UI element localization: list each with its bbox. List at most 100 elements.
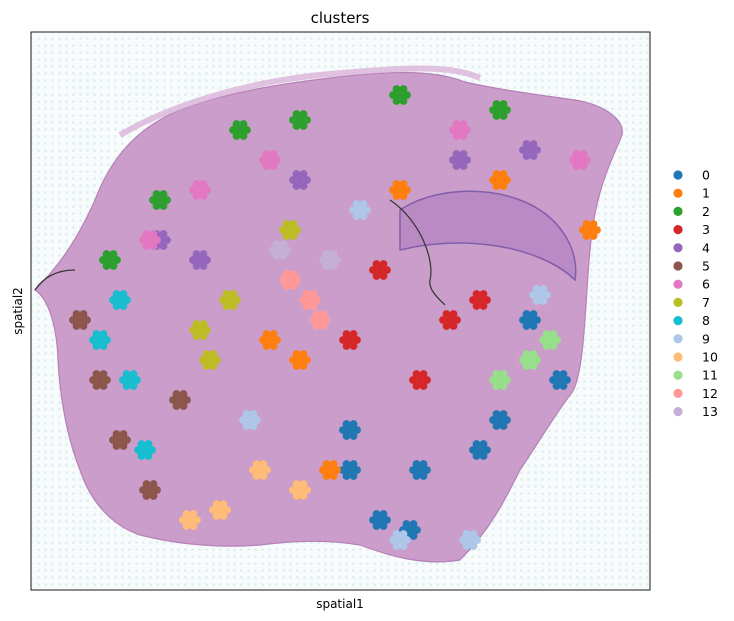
point-cluster-8-2-3: [122, 370, 131, 378]
legend-label-6: 6: [702, 277, 710, 292]
point-cluster-2-1-4: [239, 120, 248, 128]
point-cluster-9-0-1: [239, 416, 247, 424]
point-cluster-1-2-2: [593, 226, 601, 234]
point-cluster-0-8-6: [409, 532, 418, 540]
point-cluster-9-3-1: [389, 536, 397, 544]
point-cluster-0-0-6: [349, 432, 358, 440]
point-cluster-11-1-3: [492, 370, 501, 378]
point-cluster-8-0-1: [109, 296, 117, 304]
hippocampus-region: [399, 190, 577, 282]
point-cluster-1-3-0: [266, 336, 274, 344]
legend-label-13: 13: [702, 404, 718, 419]
point-cluster-6-3-3: [572, 150, 581, 158]
point-cluster-9-1-1: [529, 291, 537, 299]
point-cluster-6-1-1: [259, 156, 267, 164]
point-cluster-1-3-5: [262, 342, 271, 350]
point-cluster-2-1-6: [239, 132, 248, 140]
point-cluster-9-3-5: [392, 542, 401, 550]
point-cluster-1-4-0: [326, 466, 334, 474]
legend-label-8: 8: [702, 313, 710, 328]
point-cluster-4-0-2: [463, 156, 471, 164]
tissue-fold-line: [34, 269, 76, 291]
point-cluster-9-3-2: [403, 536, 411, 544]
point-cluster-2-1-1: [229, 126, 237, 134]
legend-marker-10: [673, 352, 683, 362]
point-cluster-2-0-0: [396, 91, 404, 99]
legend-label-10: 10: [702, 350, 718, 365]
point-cluster-2-4-1: [489, 106, 497, 114]
point-cluster-8-0-5: [112, 302, 121, 310]
point-cluster-10-3-3: [182, 510, 191, 518]
point-cluster-7-3-1: [199, 356, 207, 364]
legend-label-2: 2: [702, 204, 710, 219]
point-cluster-4-1-6: [299, 182, 308, 190]
point-cluster-2-1-2: [243, 126, 251, 134]
point-cluster-3-1-2: [353, 336, 361, 344]
point-cluster-10-2-3: [292, 480, 301, 488]
point-cluster-3-4-2: [483, 296, 491, 304]
point-cluster-6-0-5: [452, 132, 461, 140]
point-cluster-0-5-0: [416, 466, 424, 474]
point-cluster-4-1-1: [289, 176, 297, 184]
point-cluster-10-1-6: [259, 472, 268, 480]
point-cluster-2-1-0: [236, 126, 244, 134]
point-cluster-0-7-3: [342, 460, 351, 468]
point-cluster-4-4-6: [529, 152, 538, 160]
point-cluster-7-1-5: [222, 302, 231, 310]
point-cluster-5-4-2: [103, 376, 111, 384]
point-cluster-9-0-3: [242, 410, 251, 418]
point-cluster-6-1-5: [262, 162, 271, 170]
point-cluster-0-3-5: [522, 322, 531, 330]
point-cluster-0-0-3: [342, 420, 351, 428]
point-cluster-1-2-3: [582, 220, 591, 228]
point-cluster-2-2-4: [159, 190, 168, 198]
point-cluster-9-3-3: [392, 530, 401, 538]
point-cluster-0-0-1: [339, 426, 347, 434]
point-cluster-6-3-6: [579, 162, 588, 170]
point-cluster-9-4-3: [462, 530, 471, 538]
point-cluster-13-0-4: [329, 250, 338, 258]
point-cluster-0-1-0: [556, 376, 564, 384]
point-cluster-12-1-3: [282, 270, 291, 278]
point-cluster-9-0-5: [242, 422, 251, 430]
point-cluster-4-0-6: [459, 162, 468, 170]
point-cluster-7-2-3: [282, 220, 291, 228]
point-cluster-1-3-6: [269, 342, 278, 350]
point-cluster-3-2-0: [446, 316, 454, 324]
point-cluster-1-0-4: [299, 350, 308, 358]
point-cluster-12-0-2: [313, 296, 321, 304]
point-cluster-9-4-2: [473, 536, 481, 544]
point-cluster-9-4-6: [469, 542, 478, 550]
point-cluster-7-0-3: [192, 320, 201, 328]
point-cluster-7-3-6: [209, 362, 218, 370]
point-cluster-0-2-4: [379, 510, 388, 518]
point-cluster-0-6-3: [492, 410, 501, 418]
point-cluster-10-0-6: [219, 512, 228, 520]
point-cluster-12-2-6: [319, 322, 328, 330]
point-cluster-3-2-2: [453, 316, 461, 324]
point-cluster-13-0-0: [326, 256, 334, 264]
point-cluster-1-4-3: [322, 460, 331, 468]
legend-label-1: 1: [702, 186, 710, 201]
point-cluster-6-4-4: [149, 230, 158, 238]
point-cluster-0-4-0: [476, 446, 484, 454]
point-cluster-11-2-1: [539, 336, 547, 344]
point-cluster-6-3-4: [579, 150, 588, 158]
point-cluster-12-2-4: [319, 310, 328, 318]
point-cluster-6-4-2: [153, 236, 161, 244]
series-9-points: [239, 200, 551, 550]
point-cluster-11-0-4: [529, 350, 538, 358]
series-12-points: [279, 270, 331, 330]
point-cluster-10-2-2: [303, 486, 311, 494]
point-cluster-1-1-3: [392, 180, 401, 188]
point-cluster-6-0-4: [459, 120, 468, 128]
point-cluster-6-0-0: [456, 126, 464, 134]
point-cluster-0-6-6: [499, 422, 508, 430]
point-cluster-1-3-2: [273, 336, 281, 344]
point-cluster-12-0-6: [309, 302, 318, 310]
point-cluster-3-2-1: [439, 316, 447, 324]
point-cluster-4-0-5: [452, 162, 461, 170]
point-cluster-5-1-6: [119, 442, 128, 450]
point-cluster-10-2-6: [299, 492, 308, 500]
